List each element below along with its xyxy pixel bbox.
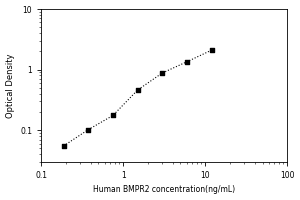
Point (86, 128, 91, 131)
X-axis label: Human BMPR2 concentration(ng/mL): Human BMPR2 concentration(ng/mL) (93, 185, 235, 194)
Point (135, 88, 140, 92)
Point (110, 114, 115, 117)
Point (184, 60, 189, 63)
Point (61, 144, 66, 148)
Y-axis label: Optical Density: Optical Density (6, 53, 15, 118)
Point (209, 49, 214, 52)
Point (160, 71, 165, 75)
